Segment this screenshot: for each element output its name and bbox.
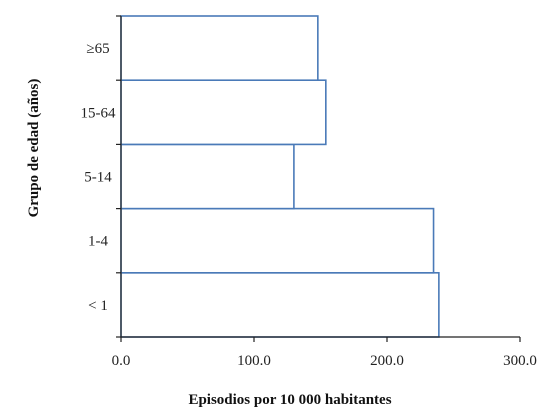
x-ticks-group: 0.0 100.0 200.0 300.0 [112,337,537,369]
axes-group [116,15,520,338]
y-tick-label: < 1 [88,298,108,314]
x-tick-label: 100.0 [237,353,271,369]
y-tick-label: 5-14 [84,170,112,186]
y-tick-labels-group: < 1 1-4 5-14 15-64 ≥65 [81,41,116,314]
bar-3 [120,143,295,210]
bar-1 [120,271,440,338]
bar-2 [120,207,435,274]
y-axis-title: Grupo de edad (años) [26,79,42,218]
y-tick-label: 15-64 [81,105,116,121]
bars-group [120,15,440,338]
x-tick-label: 200.0 [370,353,404,369]
y-tick-label: ≥65 [86,41,109,57]
x-tick-label: 300.0 [503,353,537,369]
bar-4 [120,79,327,146]
y-tick-label: 1-4 [88,234,108,250]
x-axis-title: Episodios por 10 000 habitantes [188,392,391,408]
bar-5 [120,15,319,81]
x-tick-label: 0.0 [112,353,131,369]
